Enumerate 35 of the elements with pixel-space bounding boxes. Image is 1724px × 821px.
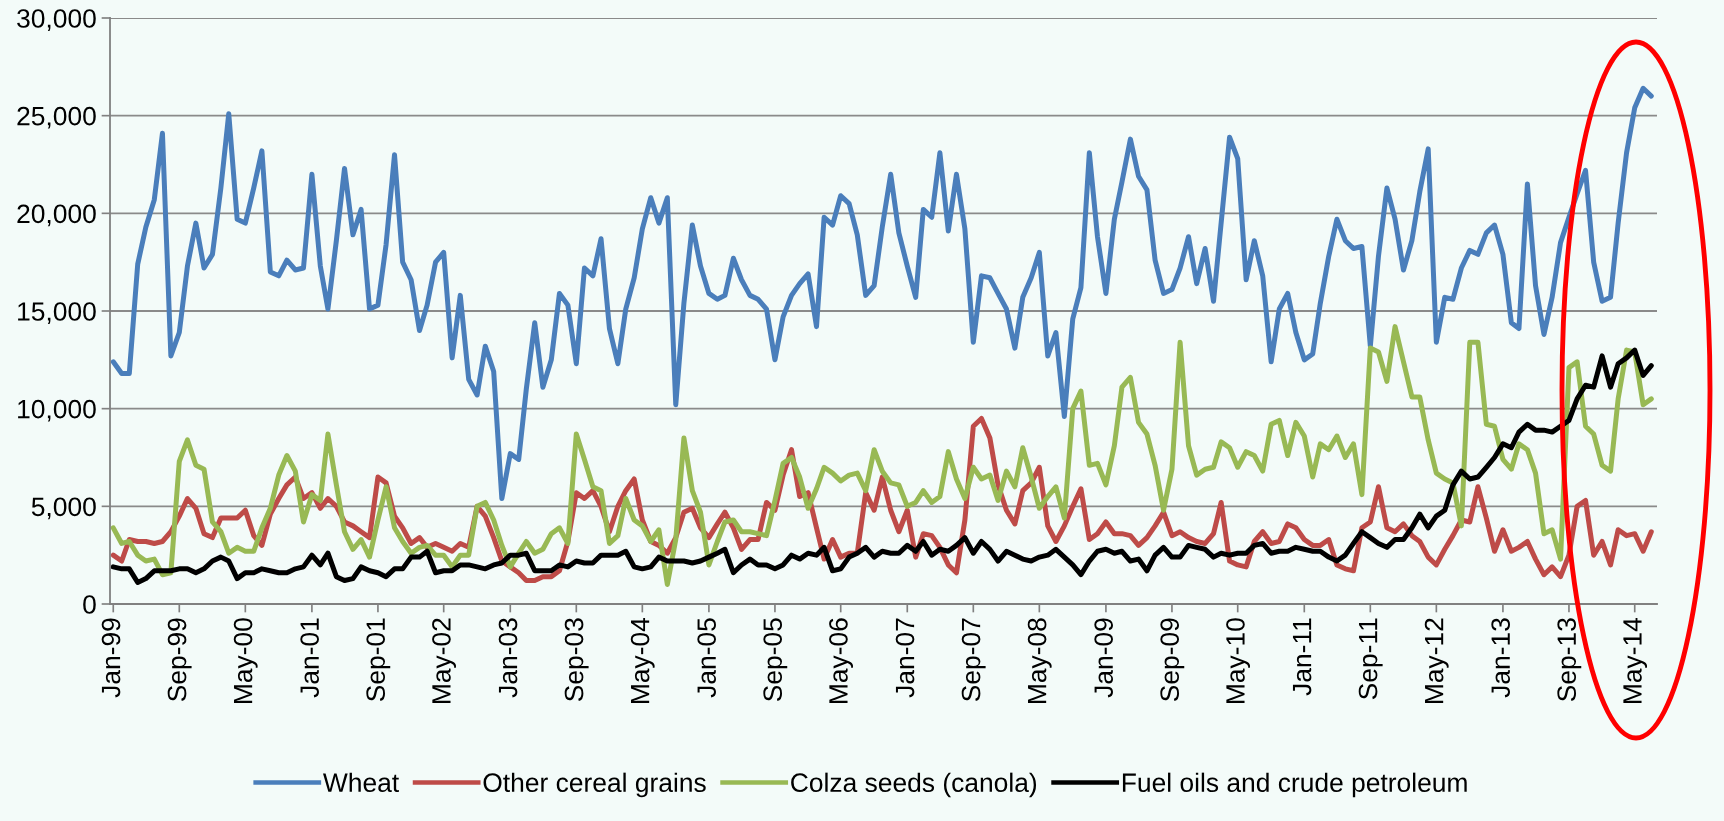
x-tick-label: Sep-05	[763, 618, 788, 702]
x-tick-label: Sep-13	[1557, 618, 1582, 702]
x-tick-label: Sep-03	[564, 618, 589, 702]
y-tick-label: 30,000	[17, 9, 96, 31]
y-tick-label: 0	[83, 595, 96, 614]
x-tick-label: May-00	[233, 618, 258, 704]
x-tick-label: May-08	[1027, 618, 1052, 704]
y-tick-label: 15,000	[18, 302, 96, 324]
x-tick-label: Jan-05	[697, 618, 716, 698]
x-tick-label: Jan-11	[1292, 618, 1312, 696]
y-tick-label: 5,000	[31, 497, 96, 520]
legend-label: Wheat	[323, 772, 399, 793]
x-tick-label: Jan-13	[1491, 618, 1511, 698]
x-tick-label: May-10	[1226, 618, 1251, 704]
legend-label: Other cereal grains	[483, 772, 706, 798]
x-tick-label: May-14	[1623, 617, 1648, 704]
x-tick-label: Jan-01	[300, 618, 319, 698]
x-tick-label: Sep-11	[1358, 618, 1383, 700]
x-tick-label: May-06	[829, 618, 853, 704]
x-tick-label: May-02	[432, 618, 456, 704]
legend-label: Fuel oils and crude petroleum	[1122, 772, 1467, 798]
y-tick-label: 20,000	[17, 204, 96, 227]
x-tick-label: Sep-01	[366, 618, 391, 702]
x-tick-label: Jan-99	[101, 618, 121, 698]
x-tick-label: Jan-03	[498, 618, 518, 698]
x-tick-label: Jan-09	[1094, 618, 1113, 698]
x-tick-label: Sep-99	[167, 618, 192, 702]
y-tick-label: 25,000	[17, 106, 96, 129]
x-tick-label: May-12	[1424, 618, 1449, 704]
legend-label: Colza seeds (canola)	[791, 772, 1037, 798]
x-tick-label: Jan-07	[895, 618, 915, 698]
x-tick-label: Sep-07	[961, 618, 986, 702]
y-tick-label: 10,000	[18, 399, 96, 422]
x-tick-label: Sep-09	[1160, 618, 1185, 702]
x-tick-label: May-04	[630, 617, 655, 704]
